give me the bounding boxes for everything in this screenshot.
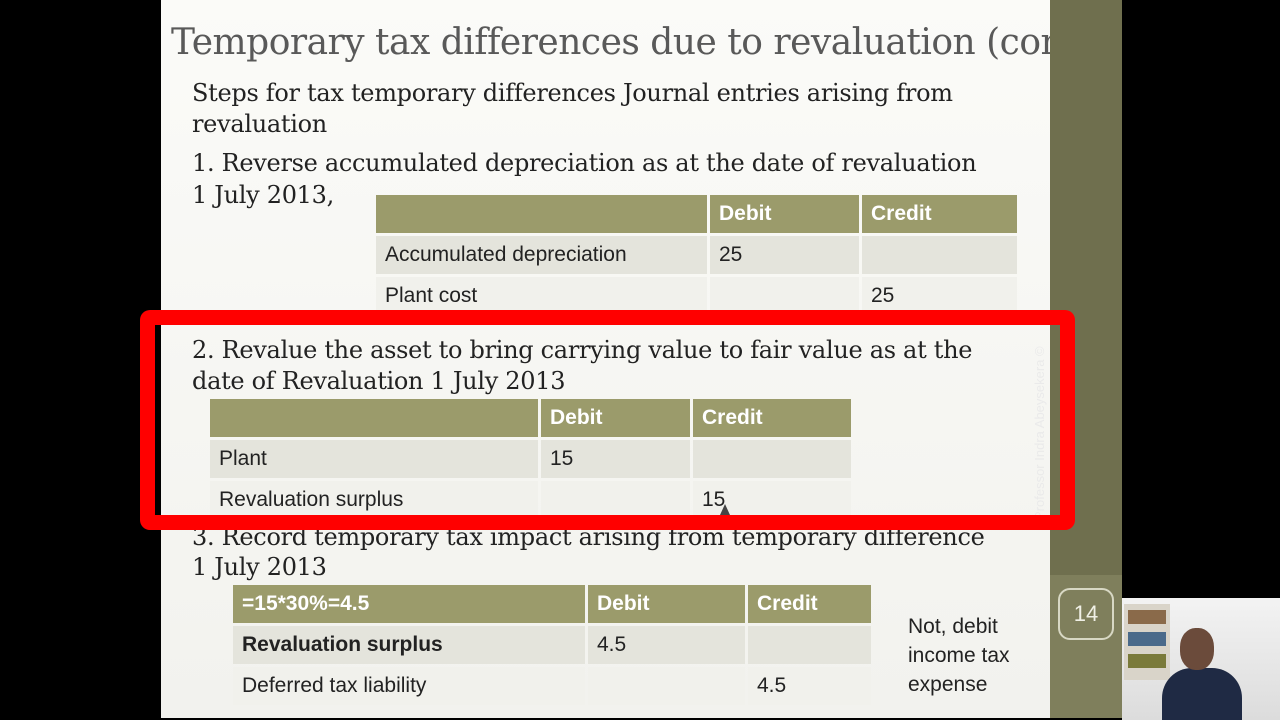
journal-table-2: Debit Credit Plant 15 Revaluation surplu… [207,396,854,522]
table-header-debit: Debit [588,585,745,623]
debit-cell [588,667,745,705]
account-cell: Plant [210,440,538,478]
intro-line-2: revaluation [192,110,327,138]
credit-cell [748,626,871,664]
debit-cell: 15 [541,440,690,478]
mouse-cursor-icon [720,504,730,515]
table-row: Accumulated depreciation 25 [376,236,1017,274]
slide-title: Temporary tax differences due to revalua… [171,22,1050,63]
presenter-body [1162,668,1242,720]
table-header-credit: Credit [693,399,851,437]
red-highlight-box [140,310,1075,530]
journal-table-1: Debit Credit Accumulated depreciation 25… [373,192,1020,318]
book-row [1128,610,1166,624]
debit-cell: 25 [710,236,859,274]
note-line: expense [908,673,988,696]
credit-cell: 4.5 [748,667,871,705]
table-header-row: Debit Credit [210,399,851,437]
debit-cell [710,277,859,315]
step2-line-2: date of Revaluation 1 July 2013 [192,367,566,395]
step3-line-2: 1 July 2013 [192,553,327,581]
table-header-row: =15*30%=4.5 Debit Credit [233,585,871,623]
table-row: Deferred tax liability 4.5 [233,667,871,705]
side-note: Not, debit income tax expense [908,612,1010,699]
table-row: Revaluation surplus 4.5 [233,626,871,664]
book-row [1128,632,1166,646]
step1-line-2: 1 July 2013, [192,181,334,209]
slide: Temporary tax differences due to revalua… [161,0,1050,718]
table-header-debit: Debit [541,399,690,437]
bookshelf [1124,604,1170,680]
table-header-row: Debit Credit [376,195,1017,233]
step2-line-1: 2. Revalue the asset to bring carrying v… [192,336,973,364]
intro-line-1: Steps for tax temporary differences Jour… [192,79,953,107]
account-cell: Revaluation surplus [233,626,585,664]
table-header-credit: Credit [862,195,1017,233]
debit-cell [541,481,690,519]
table-row: Revaluation surplus 15 [210,481,851,519]
book-row [1128,654,1166,668]
credit-cell: 15 [693,481,851,519]
journal-table-3: =15*30%=4.5 Debit Credit Revaluation sur… [230,582,874,708]
table-header-formula: =15*30%=4.5 [233,585,585,623]
presenter-head [1180,628,1214,670]
note-line: Not, debit [908,615,998,638]
account-cell: Revaluation surplus [210,481,538,519]
account-cell: Deferred tax liability [233,667,585,705]
table-header-credit: Credit [748,585,871,623]
table-header-cell [210,399,538,437]
account-cell: Accumulated depreciation [376,236,707,274]
table-header-debit: Debit [710,195,859,233]
note-line: income tax [908,644,1010,667]
table-row: Plant 15 [210,440,851,478]
table-header-cell [376,195,707,233]
step1-line-1: 1. Reverse accumulated depreciation as a… [192,149,977,177]
debit-cell: 4.5 [588,626,745,664]
presenter-webcam [1122,598,1280,720]
credit-cell: 25 [862,277,1017,315]
credit-cell [862,236,1017,274]
page-number: 14 [1058,588,1114,640]
account-cell: Plant cost [376,277,707,315]
credit-cell [693,440,851,478]
table-row: Plant cost 25 [376,277,1017,315]
